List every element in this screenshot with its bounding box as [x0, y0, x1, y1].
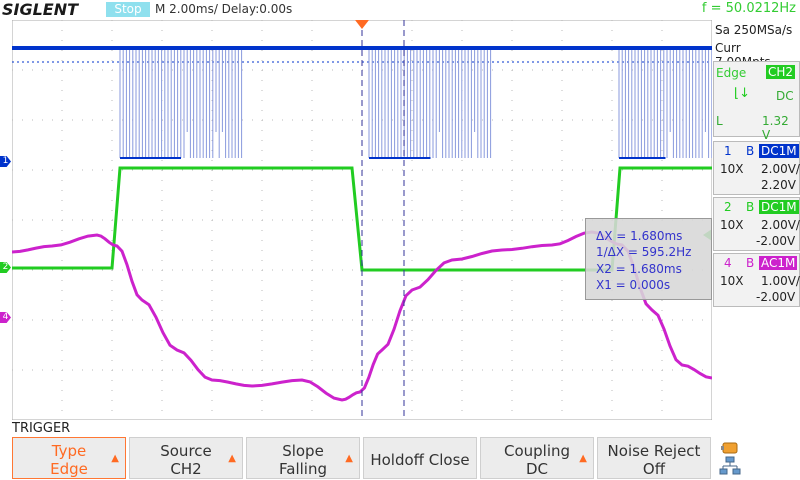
status-icons: [719, 442, 741, 475]
slope-button[interactable]: Slope Falling ▲: [246, 437, 360, 479]
channel-2-bw: B: [746, 200, 755, 214]
holdoff-label: Holdoff Close: [370, 451, 470, 469]
trigger-mode: Edge: [716, 66, 747, 80]
channel-1-coupling: DC1M: [759, 144, 799, 158]
cursor-measurement-box: ΔX = 1.680ms 1/ΔX = 595.2Hz X2 = 1.680ms…: [585, 218, 712, 300]
right-info-panel: Sa 250MSa/s Curr 7.00Mpts Edge CH2 ⌊↓ DC…: [712, 20, 800, 420]
source-value: CH2: [170, 460, 202, 478]
trigger-source: CH2: [766, 65, 796, 79]
frequency-readout: f = 50.0212Hz: [701, 1, 796, 16]
channel-2-trace: [12, 166, 712, 272]
falling-edge-icon: ⌊↓: [734, 86, 750, 101]
sample-rate: Sa 250MSa/s: [715, 23, 793, 37]
slope-value: Falling: [279, 460, 327, 478]
brand-logo: SIGLENT: [2, 0, 79, 19]
channel-1-probe: 10X: [720, 162, 744, 176]
timebase-readout[interactable]: M 2.00ms/ Delay:0.00s: [155, 2, 293, 16]
channel-4-coupling: AC1M: [759, 256, 798, 270]
channel-4-offset-marker[interactable]: 4: [0, 312, 11, 323]
trigger-position-marker: [355, 20, 369, 29]
channel-4-offset: -2.00V: [756, 290, 796, 304]
x1-value: X1 = 0.000s: [596, 278, 671, 292]
channel-4-number: 4: [724, 256, 732, 270]
coupling-value: DC: [525, 460, 549, 478]
channel-2-coupling: DC1M: [759, 200, 799, 214]
channel-2-probe: 10X: [720, 218, 744, 232]
arrow-up-icon: ▲: [228, 453, 236, 464]
x2-value: X2 = 1.680ms: [596, 262, 682, 276]
trigger-coupling: DC: [776, 89, 794, 103]
channel-2-offset-marker[interactable]: 2: [0, 262, 11, 273]
channel-2-offset: -2.00V: [756, 234, 796, 248]
channel-2-info[interactable]: 2 B DC1M 10X 2.00V/ -2.00V: [713, 197, 800, 251]
channel-1-number: 1: [724, 144, 732, 158]
type-value: Edge: [50, 460, 88, 478]
trigger-level-label: L: [716, 114, 723, 128]
trigger-level: 1.32 V: [762, 114, 789, 142]
noise-reject-button[interactable]: Noise Reject Off: [597, 437, 711, 479]
channel-1-offset-marker[interactable]: 1: [0, 156, 11, 167]
channel-2-scale: 2.00V/: [761, 218, 800, 232]
type-label: Type: [51, 442, 87, 460]
holdoff-button[interactable]: Holdoff Close: [363, 437, 477, 479]
menu-title: TRIGGER: [12, 421, 71, 436]
channel-4-bw: B: [746, 256, 755, 270]
channel-4-scale: 1.00V/: [761, 274, 800, 288]
slope-label: Slope: [282, 442, 324, 460]
run-stop-indicator[interactable]: Stop: [106, 2, 150, 17]
status-bar: SIGLENT Stop M 2.00ms/ Delay:0.00s f = 5…: [0, 0, 800, 20]
usb-icon: [721, 442, 738, 454]
source-button[interactable]: Source CH2 ▲: [129, 437, 243, 479]
channel-1-scale: 2.00V/: [761, 162, 800, 176]
coupling-label: Coupling: [503, 442, 571, 460]
noise-reject-value: Off: [642, 460, 666, 478]
channel-4-probe: 10X: [720, 274, 744, 288]
type-button[interactable]: Type Edge ▲: [12, 437, 126, 479]
channel-1-bw: B: [746, 144, 755, 158]
channel-1-offset: 2.20V: [761, 178, 796, 192]
arrow-up-icon: ▲: [345, 453, 353, 464]
noise-reject-label: Noise Reject: [607, 442, 701, 460]
delta-x-value: ΔX = 1.680ms: [596, 229, 683, 243]
inverse-delta-x-value: 1/ΔX = 595.2Hz: [596, 245, 692, 259]
trigger-info-box[interactable]: Edge CH2 ⌊↓ DC L 1.32 V: [713, 61, 800, 142]
channel-4-info[interactable]: 4 B AC1M 10X 1.00V/ -2.00V: [713, 253, 800, 307]
channel-2-number: 2: [724, 200, 732, 214]
network-icon: [719, 456, 741, 475]
source-label: Source: [160, 442, 212, 460]
arrow-up-icon: ▲: [111, 453, 119, 464]
arrow-up-icon: ▲: [579, 453, 587, 464]
channel-1-info[interactable]: 1 B DC1M 10X 2.00V/ 2.20V: [713, 141, 800, 195]
coupling-button[interactable]: Coupling DC ▲: [480, 437, 594, 479]
